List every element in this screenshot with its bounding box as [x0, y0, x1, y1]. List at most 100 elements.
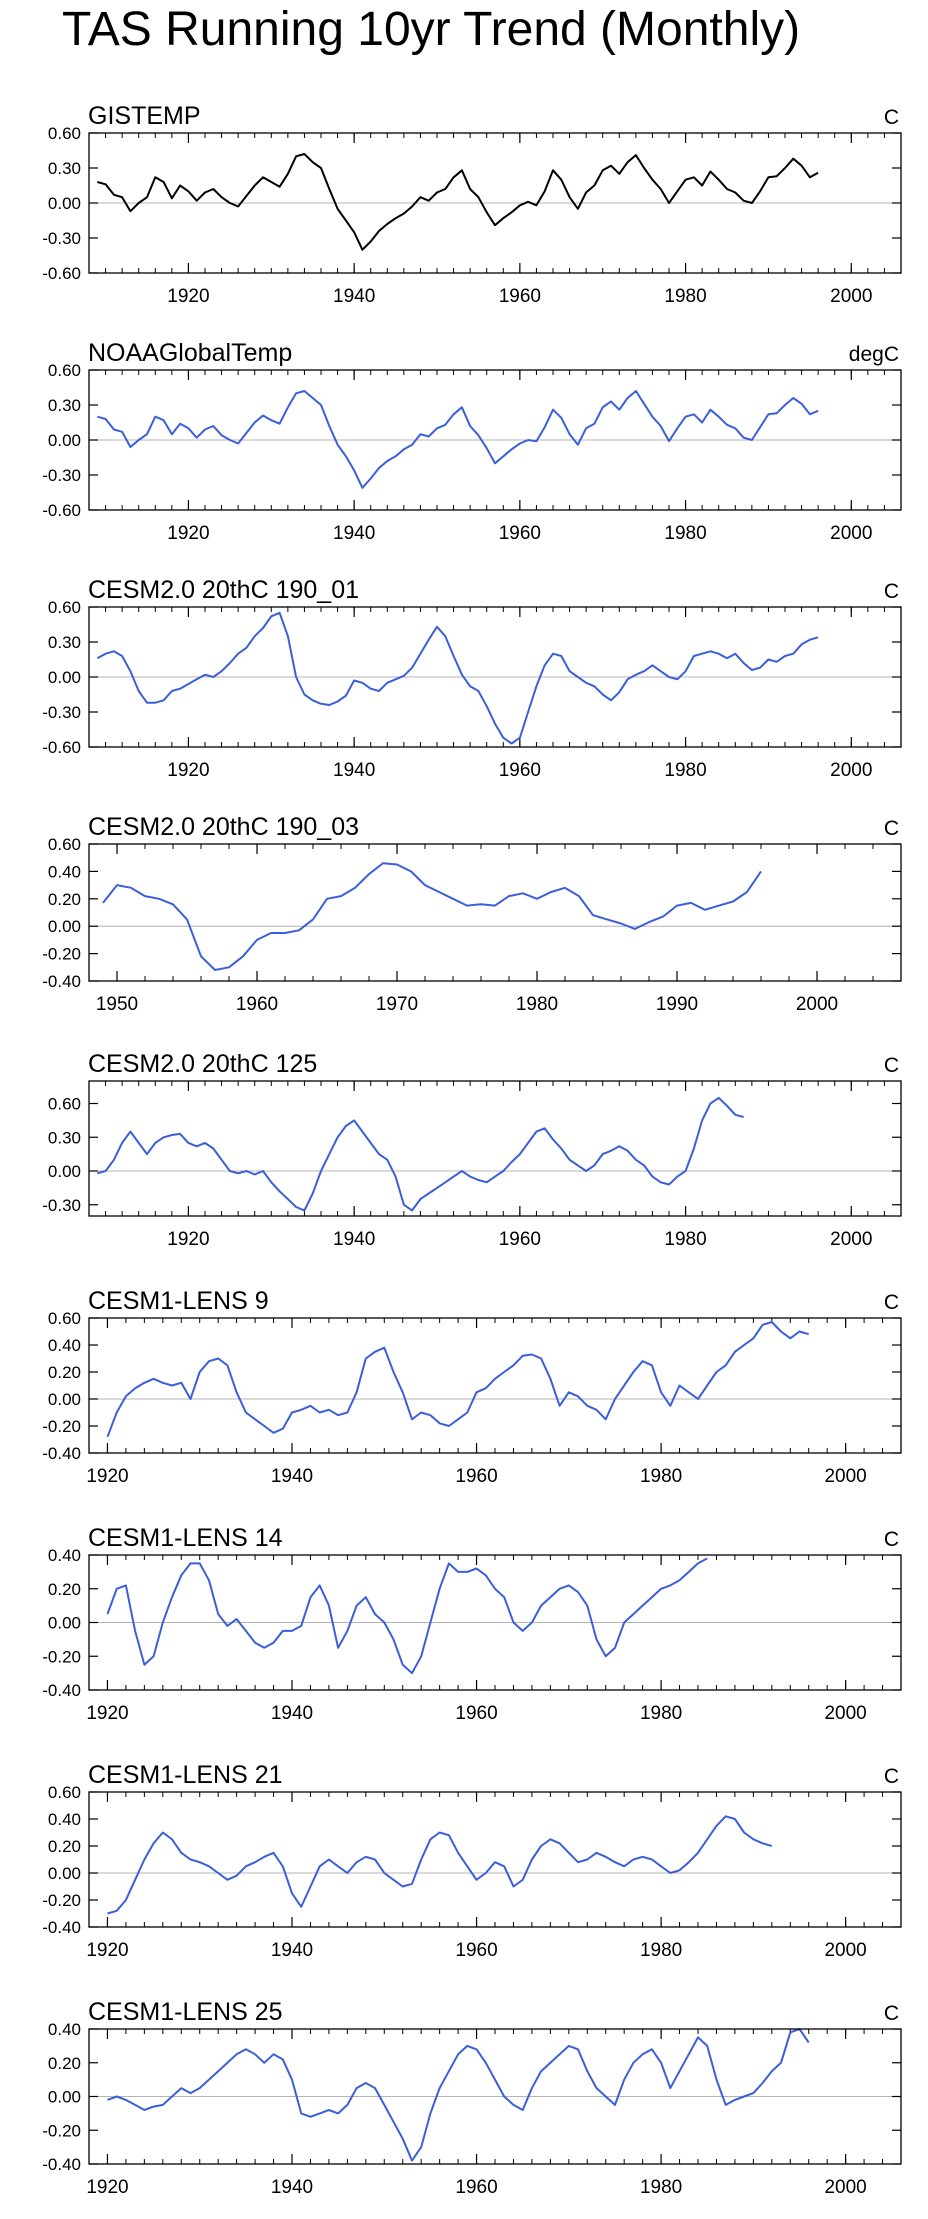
x-tick-label: 1980	[664, 760, 706, 781]
x-tick-label: 1980	[640, 1940, 682, 1961]
y-tick-label: 0.40	[48, 862, 81, 881]
y-tick-label: 0.40	[48, 2020, 81, 2039]
y-tick-label: -0.30	[42, 466, 81, 485]
x-tick-label: 1980	[664, 523, 706, 544]
panel-title: CESM1-LENS 14	[88, 1524, 283, 1552]
y-tick-label: 0.00	[48, 194, 81, 213]
x-tick-label: 1920	[167, 760, 209, 781]
y-tick-label: -0.40	[42, 1918, 81, 1937]
x-tick-label: 1920	[86, 1703, 128, 1724]
x-tick-label: 1980	[640, 2177, 682, 2198]
x-tick-label: 1940	[271, 2177, 313, 2198]
y-tick-label: -0.40	[42, 972, 81, 991]
x-tick-label: 1920	[86, 1940, 128, 1961]
y-tick-label: 0.60	[48, 1783, 81, 1802]
y-tick-label: 0.00	[48, 668, 81, 687]
units-label: C	[884, 580, 899, 603]
y-tick-label: 0.20	[48, 890, 81, 909]
y-tick-label: 0.00	[48, 2088, 81, 2107]
plot-frame	[88, 1317, 902, 1454]
plot-frame	[88, 132, 902, 274]
x-tick-label: 1980	[640, 1466, 682, 1487]
x-tick-label: 2000	[824, 1703, 866, 1724]
y-tick-label: 0.00	[48, 431, 81, 450]
plot-frame	[88, 2028, 902, 2165]
series-line	[107, 1815, 773, 1915]
main-title: TAS Running 10yr Trend (Monthly)	[62, 3, 801, 56]
x-tick-label: 1980	[640, 1703, 682, 1724]
y-tick-label: -0.40	[42, 1681, 81, 1700]
y-tick-label: 0.30	[48, 1128, 81, 1147]
chart-panel: 1920 1940 1960 1980 2000 -0.40 -0.20 0.00 0.20 0.…	[42, 1524, 902, 1724]
plot-frame	[88, 1080, 902, 1217]
chart-panel: 1920 1940 1960 1980 2000 -0.60 -0.30 0.00 0.30 0.…	[42, 339, 902, 544]
y-tick-label: 0.60	[48, 361, 81, 380]
y-tick-label: 0.00	[48, 1390, 81, 1409]
x-tick-label: 2000	[830, 760, 872, 781]
y-tick-label: -0.30	[42, 703, 81, 722]
x-tick-label: 1920	[167, 286, 209, 307]
x-tick-label: 1960	[499, 760, 541, 781]
y-tick-label: 0.30	[48, 633, 81, 652]
units-label: C	[884, 106, 899, 129]
plot-frame	[88, 369, 902, 511]
x-tick-label: 2000	[824, 1466, 866, 1487]
plot-frame	[88, 606, 902, 748]
x-tick-label: 2000	[830, 523, 872, 544]
x-tick-label: 1980	[664, 286, 706, 307]
x-tick-label: 2000	[824, 2177, 866, 2198]
x-tick-label: 2000	[830, 286, 872, 307]
y-tick-label: 0.20	[48, 1837, 81, 1856]
y-tick-label: -0.30	[42, 229, 81, 248]
y-tick-label: 0.00	[48, 1614, 81, 1633]
y-tick-label: 0.60	[48, 1309, 81, 1328]
y-tick-label: 0.60	[48, 835, 81, 854]
x-tick-label: 1960	[455, 1703, 497, 1724]
x-tick-label: 1980	[516, 994, 558, 1015]
y-tick-label: -0.60	[42, 738, 81, 757]
panel-title: CESM1-LENS 25	[88, 1998, 283, 2026]
units-label: C	[884, 1528, 899, 1551]
x-tick-label: 1940	[333, 523, 375, 544]
y-tick-label: 0.30	[48, 396, 81, 415]
y-tick-label: -0.20	[42, 945, 81, 964]
y-tick-label: -0.20	[42, 1891, 81, 1910]
units-label: degC	[849, 343, 899, 366]
chart-panel: 1920 1940 1960 1980 2000 -0.40 -0.20 0.00 0.20 0.…	[42, 1998, 902, 2198]
y-tick-label: 0.00	[48, 1864, 81, 1883]
panel-title: GISTEMP	[88, 102, 201, 130]
y-tick-label: -0.60	[42, 501, 81, 520]
panel-title: CESM1-LENS 21	[88, 1761, 283, 1789]
series-line	[97, 1096, 744, 1212]
x-tick-label: 1990	[656, 994, 698, 1015]
y-tick-label: 0.40	[48, 1546, 81, 1565]
units-label: C	[884, 1291, 899, 1314]
x-tick-label: 1940	[333, 286, 375, 307]
series-line	[97, 390, 819, 489]
y-tick-label: -0.20	[42, 1647, 81, 1666]
y-tick-label: 0.60	[48, 598, 81, 617]
x-tick-label: 2000	[824, 1940, 866, 1961]
panel-title: CESM2.0 20thC 190_01	[88, 576, 359, 604]
chart-panel: 1920 1940 1960 1980 2000 -0.40 -0.20 0.00 0.20 0.…	[42, 1761, 902, 1961]
series-line	[97, 153, 819, 251]
chart-panel: 1920 1940 1960 1980 2000 -0.30 0.00 0.30 0.60 CES…	[42, 1050, 902, 1250]
x-tick-label: 1960	[499, 523, 541, 544]
panel-title: CESM2.0 20thC 190_03	[88, 813, 359, 841]
y-tick-label: -0.40	[42, 1444, 81, 1463]
x-tick-label: 1940	[333, 760, 375, 781]
y-tick-label: 0.00	[48, 1162, 81, 1181]
y-tick-label: -0.60	[42, 264, 81, 283]
x-tick-label: 1920	[167, 523, 209, 544]
series-line	[106, 1557, 708, 1675]
y-tick-label: 0.20	[48, 2054, 81, 2073]
y-tick-label: 0.30	[48, 159, 81, 178]
plot-frame	[88, 1554, 902, 1691]
x-tick-label: 1940	[271, 1466, 313, 1487]
y-tick-label: -0.30	[42, 1196, 81, 1215]
y-tick-label: -0.20	[42, 2121, 81, 2140]
y-tick-label: 0.00	[48, 917, 81, 936]
x-tick-label: 1960	[499, 1229, 541, 1250]
x-tick-label: 1940	[271, 1940, 313, 1961]
